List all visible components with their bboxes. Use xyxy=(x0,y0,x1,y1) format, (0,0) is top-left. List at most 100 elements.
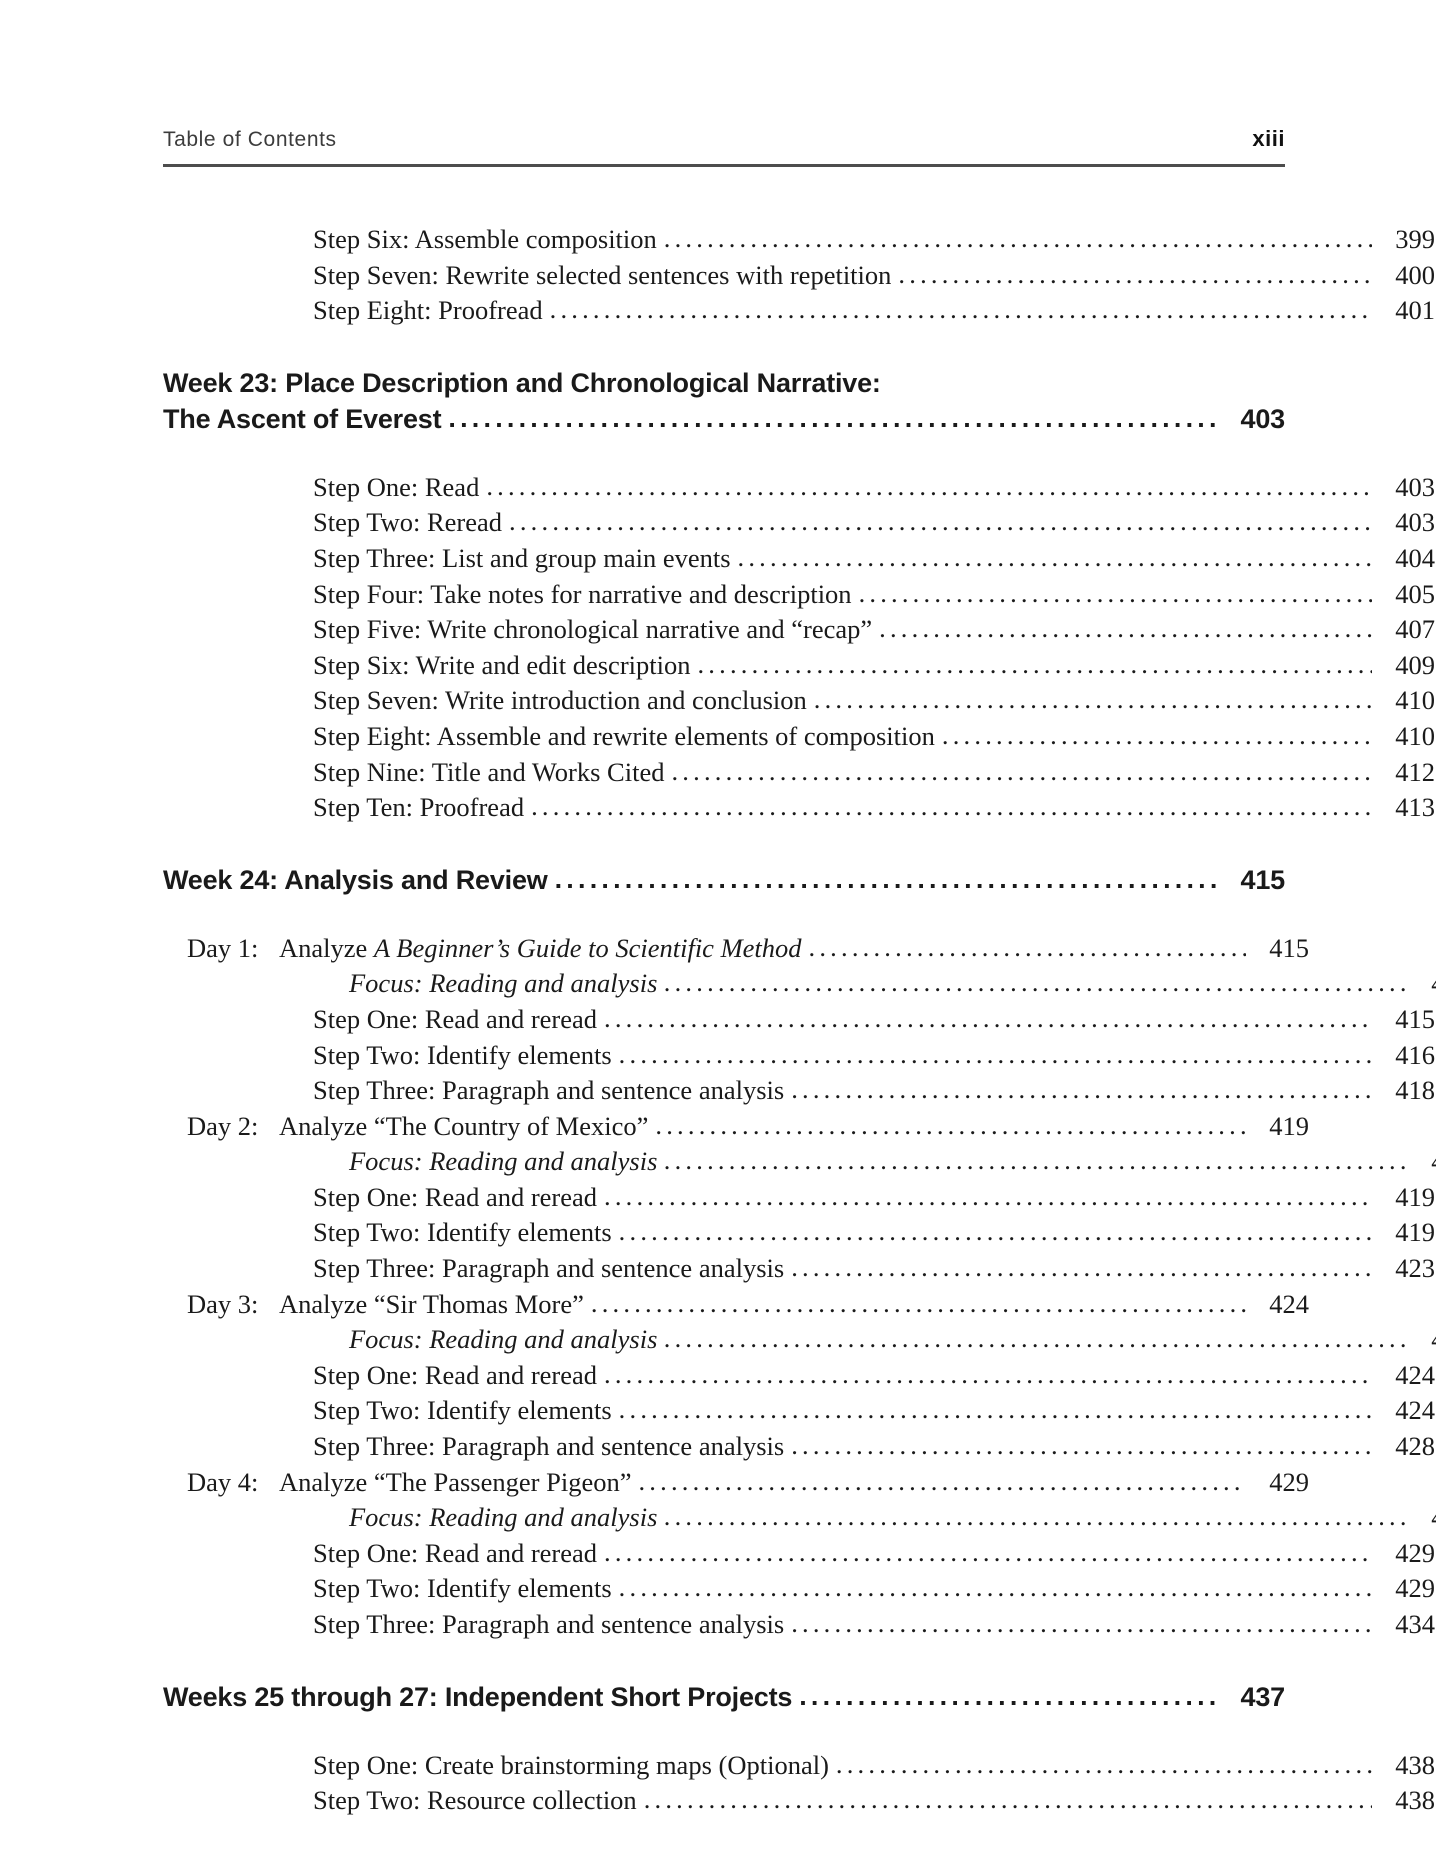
dot-leader: ........................................… xyxy=(664,1501,1408,1532)
dot-leader: ........................................… xyxy=(799,1680,1222,1711)
toc-step-row[interactable]: Step One: Read and reread...............… xyxy=(163,1358,1435,1394)
toc-entry-label: Day 2: Analyze “The Country of Mexico” xyxy=(187,1109,653,1145)
dot-leader: ........................................… xyxy=(638,1465,1246,1496)
toc-entry-page-number: 415 xyxy=(1269,932,1309,963)
toc-day-row[interactable]: Day 3: Analyze “Sir Thomas More”.........… xyxy=(163,1287,1309,1323)
running-header: Table of Contents xiii xyxy=(163,126,1285,152)
toc-entry-page-number: 410 xyxy=(1395,685,1435,716)
page-folio-number: xiii xyxy=(1252,126,1285,151)
toc-step-row[interactable]: Step Six: Write and edit description....… xyxy=(163,648,1435,684)
toc-step-row[interactable]: Step Two: Identify elements.............… xyxy=(163,1038,1435,1074)
toc-step-row[interactable]: Step Two: Identify elements.............… xyxy=(163,1215,1435,1251)
toc-entry-label: Step Six: Write and edit description xyxy=(313,649,691,680)
toc-day-row[interactable]: Day 4: Analyze “The Passenger Pigeon”....… xyxy=(163,1465,1309,1501)
dot-leader: ........................................… xyxy=(604,1002,1372,1033)
toc-step-row[interactable]: Step One: Read and reread...............… xyxy=(163,1180,1435,1216)
toc-step-row[interactable]: Step Nine: Title and Works Cited........… xyxy=(163,755,1435,791)
toc-step-row[interactable]: Step Eight: Proofread...................… xyxy=(163,293,1435,329)
toc-entry-page-number: 424 xyxy=(1408,1322,1436,1358)
toc-entry-label: Step One: Read xyxy=(313,471,480,502)
dot-leader: ........................................… xyxy=(879,613,1372,644)
toc-entry-page-number: 410 xyxy=(1395,720,1435,751)
toc-section-heading-row[interactable]: Weeks 25 through 27: Independent Short P… xyxy=(163,1679,1285,1715)
toc-step-row[interactable]: Step Two: Reread........................… xyxy=(163,505,1435,541)
toc-focus-row[interactable]: Focus: Reading and analysis.............… xyxy=(163,966,1436,1002)
toc-step-row[interactable]: Step Three: Paragraph and sentence analy… xyxy=(163,1429,1435,1465)
toc-day-row[interactable]: Day 2: Analyze “The Country of Mexico”...… xyxy=(163,1109,1309,1145)
toc-focus-row[interactable]: Focus: Reading and analysis.............… xyxy=(163,1322,1436,1358)
dot-leader: ........................................… xyxy=(618,1572,1372,1603)
dot-leader: ........................................… xyxy=(664,967,1408,998)
toc-focus-row[interactable]: Focus: Reading and analysis.............… xyxy=(163,1144,1436,1180)
toc-entry-page-number: 415 xyxy=(1240,864,1286,895)
toc-entry-label: The Ascent of Everest xyxy=(163,403,442,434)
toc-entry-page-number: 429 xyxy=(1408,1500,1436,1536)
toc-step-row[interactable]: Step One: Create brainstorming maps (Opt… xyxy=(163,1748,1435,1784)
toc-section-heading-row[interactable]: Week 24: Analysis and Review............… xyxy=(163,862,1285,898)
toc-entry-label: Step Three: Paragraph and sentence analy… xyxy=(313,1431,785,1462)
toc-step-row[interactable]: Step Ten: Proofread.....................… xyxy=(163,790,1435,826)
toc-entry-label: Step Four: Take notes for narrative and … xyxy=(313,578,852,609)
dot-leader: ........................................… xyxy=(791,1430,1372,1461)
toc-entry-label: Week 24: Analysis and Review xyxy=(163,864,548,895)
dot-leader: ........................................… xyxy=(655,1109,1246,1140)
toc-step-row[interactable]: Step Two: Resource collection...........… xyxy=(163,1783,1435,1819)
toc-step-row[interactable]: Step Five: Write chronological narrative… xyxy=(163,612,1435,648)
toc-focus-row[interactable]: Focus: Reading and analysis.............… xyxy=(163,1500,1436,1536)
dot-leader: ........................................… xyxy=(737,541,1372,572)
toc-step-row[interactable]: Step Two: Identify elements.............… xyxy=(163,1571,1435,1607)
toc-day-title-plain: Analyze “Sir Thomas More” xyxy=(279,1288,584,1319)
toc-step-row[interactable]: Step Three: Paragraph and sentence analy… xyxy=(163,1607,1435,1643)
toc-entry-label: Weeks 25 through 27: Independent Short P… xyxy=(163,1681,793,1712)
toc-step-row[interactable]: Step Eight: Assemble and rewrite element… xyxy=(163,719,1435,755)
toc-entry-label: Step Five: Write chronological narrative… xyxy=(313,614,873,645)
toc-entry-page-number: 438 xyxy=(1395,1785,1435,1816)
toc-entry-label: Step Three: Paragraph and sentence analy… xyxy=(313,1609,785,1639)
toc-entry-label: Step Eight: Proofread xyxy=(313,295,543,326)
toc-section-heading-row[interactable]: The Ascent of Everest...................… xyxy=(163,401,1285,437)
toc-entry-page-number: 403 xyxy=(1240,403,1286,434)
toc-step-row[interactable]: Step One: Read..........................… xyxy=(163,470,1435,506)
toc-entry-page-number: 437 xyxy=(1240,1681,1286,1712)
dot-leader: ........................................… xyxy=(791,1252,1372,1283)
toc-step-row[interactable]: Step One: Read and reread...............… xyxy=(163,1002,1435,1038)
toc-entry-label: Step Seven: Rewrite selected sentences w… xyxy=(313,259,892,290)
toc-entry-label: Step Two: Identify elements xyxy=(313,1573,612,1604)
toc-step-row[interactable]: Step Four: Take notes for narrative and … xyxy=(163,577,1435,613)
toc-entry-page-number: 423 xyxy=(1395,1253,1435,1284)
toc-step-row[interactable]: Step Three: Paragraph and sentence analy… xyxy=(163,1073,1435,1109)
toc-day-row[interactable]: Day 1: Analyze A Beginner’s Guide to Scie… xyxy=(163,931,1309,967)
toc-step-row[interactable]: Step Seven: Rewrite selected sentences w… xyxy=(163,258,1435,294)
toc-step-row[interactable]: Step Three: Paragraph and sentence analy… xyxy=(163,1251,1435,1287)
dot-leader: ........................................… xyxy=(697,648,1372,679)
toc-day-tag: Day 2: xyxy=(187,1110,259,1141)
toc-entry-label: Step One: Read and reread xyxy=(313,1181,598,1212)
dot-leader: ........................................… xyxy=(941,719,1372,750)
dot-leader: ........................................… xyxy=(808,931,1246,962)
toc-day-tag: Day 1: xyxy=(187,932,259,963)
toc-entry-page-number: 399 xyxy=(1395,224,1435,254)
toc-entry-page-number: 424 xyxy=(1395,1359,1435,1390)
toc-step-row[interactable]: Step Six: Assemble composition..........… xyxy=(163,222,1435,258)
toc-entry-label: Step One: Read and reread xyxy=(313,1537,598,1568)
toc-entry-page-number: 415 xyxy=(1395,1003,1435,1034)
dot-leader: ........................................… xyxy=(813,684,1372,715)
toc-day-title-plain: Analyze “The Country of Mexico” xyxy=(279,1110,649,1141)
dot-leader: ........................................… xyxy=(671,755,1372,786)
toc-entry-label: Day 1: Analyze A Beginner’s Guide to Scie… xyxy=(187,931,807,967)
toc-step-row[interactable]: Step One: Read and reread...............… xyxy=(163,1536,1435,1572)
toc-step-row[interactable]: Step Two: Identify elements.............… xyxy=(163,1393,1435,1429)
dot-leader: ........................................… xyxy=(791,1074,1372,1105)
toc-entry-label: Step Three: List and group main events xyxy=(313,542,731,573)
toc-day-tag: Day 4: xyxy=(187,1466,259,1497)
running-header-title: Table of Contents xyxy=(163,128,337,151)
toc-entry-label: Step Three: Paragraph and sentence analy… xyxy=(313,1253,785,1284)
dot-leader: ........................................… xyxy=(486,470,1372,501)
toc-entry-page-number: 424 xyxy=(1269,1288,1309,1319)
toc-step-row[interactable]: Step Seven: Write introduction and concl… xyxy=(163,683,1435,719)
toc-step-row[interactable]: Step Three: List and group main events..… xyxy=(163,541,1435,577)
toc-entry-label: Step Two: Identify elements xyxy=(313,1039,612,1070)
dot-leader: ........................................… xyxy=(664,1323,1408,1354)
toc-entry-page-number: 424 xyxy=(1395,1395,1435,1426)
dot-leader: ........................................… xyxy=(664,1145,1408,1176)
